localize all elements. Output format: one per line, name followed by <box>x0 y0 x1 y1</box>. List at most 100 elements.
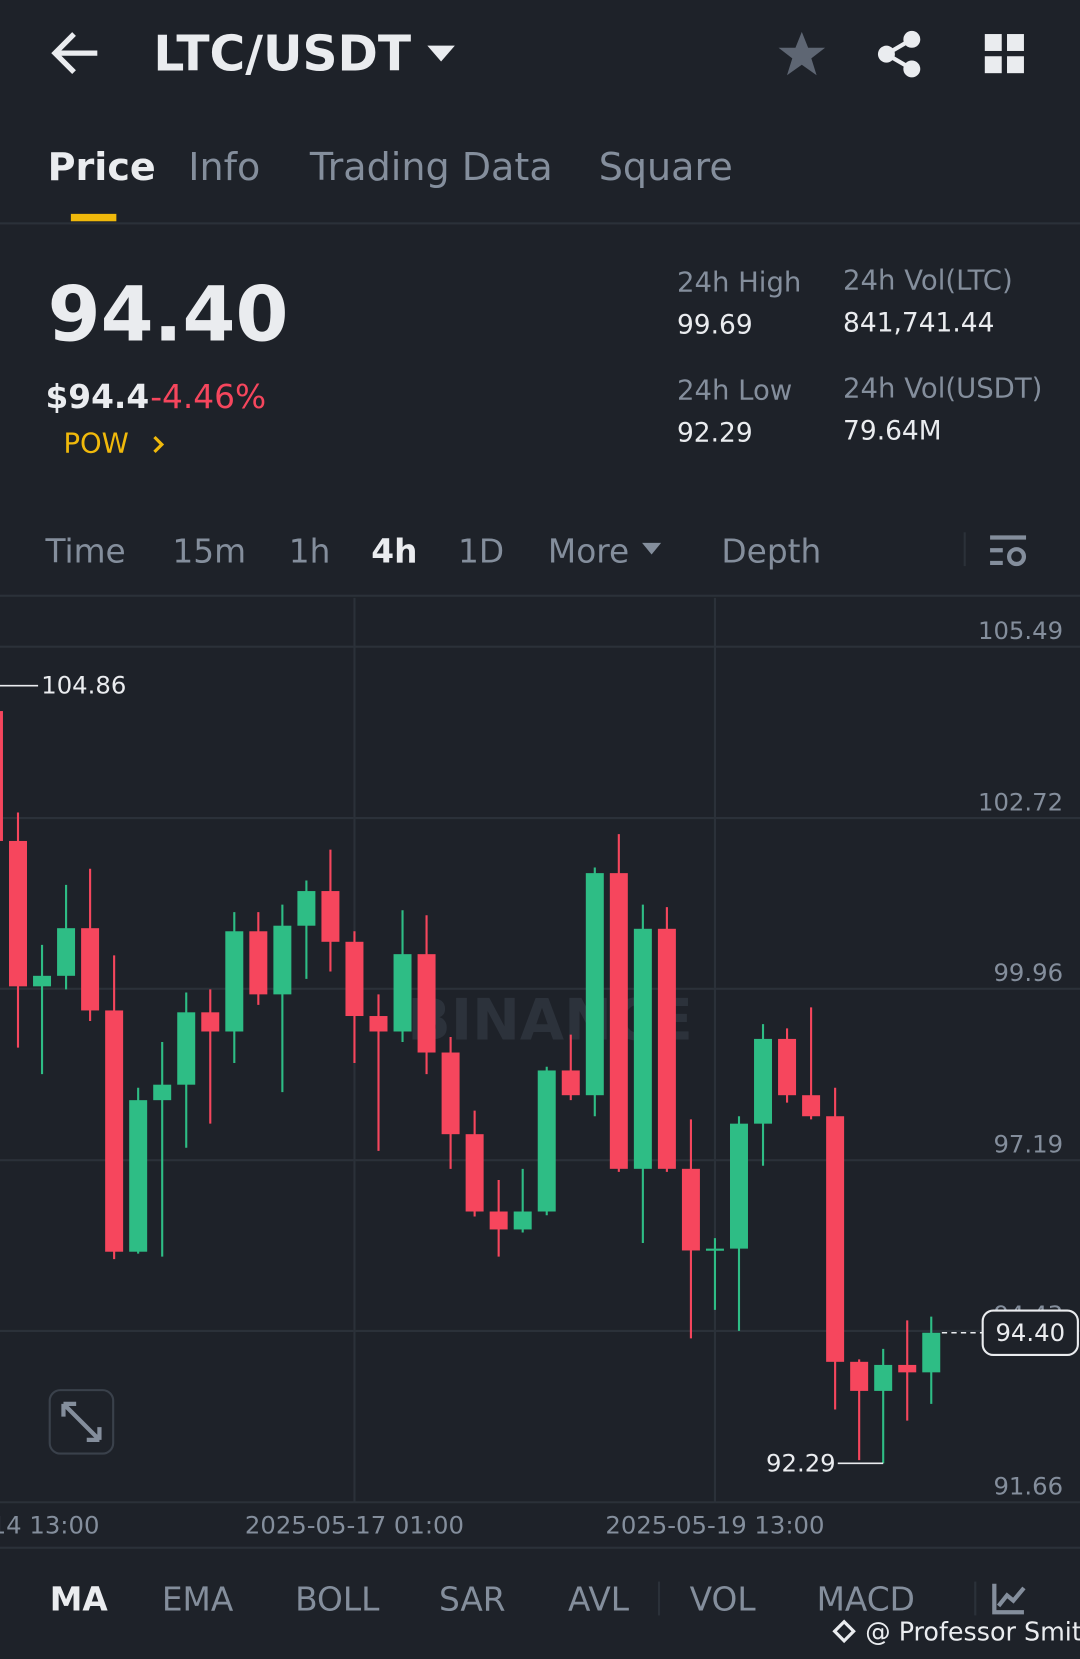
candle-body <box>585 873 604 1096</box>
divider <box>0 222 1080 225</box>
more-dropdown <box>642 542 662 555</box>
last-price: 94.40 <box>48 270 289 359</box>
divider <box>0 1546 1080 1549</box>
tab[interactable]: Price <box>48 145 156 189</box>
indicator[interactable]: EMA <box>162 1581 234 1619</box>
candle-body <box>489 1211 508 1230</box>
tag-chevron <box>153 435 165 453</box>
candle-body <box>898 1364 917 1373</box>
candle-body <box>681 1168 700 1251</box>
stat-value: 92.29 <box>677 417 753 448</box>
chart-settings-icon[interactable] <box>992 1583 1026 1615</box>
candle-body <box>321 891 340 942</box>
watermark-icon <box>832 1619 856 1644</box>
chart: BINANCE105.49102.7299.9697.1994.4391.661… <box>0 597 1080 1540</box>
last-price-label: 94.40 <box>995 1318 1065 1347</box>
interval[interactable]: 1h <box>289 532 331 570</box>
separator <box>657 1581 661 1616</box>
candle-body <box>441 1052 460 1135</box>
candle-body <box>922 1332 941 1373</box>
expand-icon <box>61 1401 102 1442</box>
y-tick-label: 99.96 <box>993 958 1063 987</box>
candle-body <box>345 941 364 1017</box>
indicator[interactable]: BOLL <box>295 1581 380 1619</box>
candle-body <box>417 954 436 1053</box>
interval[interactable]: Time <box>44 532 125 570</box>
interval[interactable]: 15m <box>172 532 246 570</box>
intervals: Time 15m 1h 4h 1D More Depth <box>44 532 1027 570</box>
menu-icon[interactable] <box>984 34 1024 74</box>
candle-body <box>297 891 316 926</box>
candle-body <box>537 1070 556 1212</box>
tag[interactable]: POW <box>63 427 128 459</box>
interval[interactable]: Depth <box>721 532 821 570</box>
indicator[interactable]: VOL <box>690 1581 757 1619</box>
candle-body <box>633 928 652 1169</box>
candle-body <box>81 928 100 1011</box>
stat-value: 99.69 <box>677 309 753 340</box>
pair-title[interactable]: LTC/USDT <box>153 26 411 82</box>
candle-body <box>561 1070 580 1096</box>
candle-body <box>729 1123 748 1249</box>
y-tick-label: 97.19 <box>993 1129 1063 1158</box>
separator <box>963 532 966 567</box>
favorite-icon[interactable] <box>778 31 826 76</box>
tab[interactable]: Info <box>188 145 260 189</box>
y-tick-label: 91.66 <box>993 1471 1063 1500</box>
tab[interactable]: Trading Data <box>309 145 553 189</box>
interval[interactable]: More <box>548 532 629 570</box>
candle-body <box>105 1010 124 1252</box>
candle-body <box>826 1116 845 1362</box>
stat-label: 24h Low <box>677 375 792 407</box>
candle-body <box>609 873 628 1169</box>
price-change: -4.46% <box>150 378 266 416</box>
candle-body <box>9 840 27 987</box>
x-tick-label: 2025-05-17 01:00 <box>245 1511 464 1540</box>
tabs: Price Info Trading Data Square <box>48 145 733 222</box>
stat-value: 79.64M <box>843 415 941 446</box>
divider <box>0 594 1080 597</box>
candle-body <box>802 1095 821 1117</box>
y-tick-label: 105.49 <box>978 616 1063 645</box>
tab[interactable]: Square <box>599 145 733 189</box>
x-tick-label: 14 13:00 <box>0 1511 99 1540</box>
stat-label: 24h High <box>677 267 801 299</box>
candle-body <box>0 711 3 841</box>
candle-body <box>129 1100 148 1252</box>
candle-body <box>57 928 76 976</box>
stat-label: 24h Vol(LTC) <box>843 265 1013 297</box>
watermark: @ Professor Smith <box>865 1616 1080 1646</box>
last-price-box <box>981 1309 1079 1357</box>
candle-body <box>177 1012 196 1085</box>
ticker: 94.40 $94.4 -4.46% POW 24h High 99.69 24… <box>45 265 1042 460</box>
indicators: MA EMA BOLL SAR AVL VOL MACD <box>50 1581 1026 1619</box>
back-button[interactable] <box>51 32 98 74</box>
y-tick-label: 102.72 <box>978 787 1063 816</box>
candle-body <box>201 1012 220 1032</box>
indicator[interactable]: SAR <box>439 1581 506 1619</box>
candle-body <box>393 954 412 1032</box>
indicator[interactable]: MACD <box>817 1581 915 1619</box>
candle-body <box>465 1134 484 1212</box>
usd-price: $94.4 <box>45 378 149 416</box>
interval[interactable]: 4h <box>371 532 417 570</box>
tab-indicator <box>70 213 117 222</box>
interval[interactable]: 1D <box>458 532 504 570</box>
candle-body <box>369 1016 388 1032</box>
candle-body <box>778 1038 797 1096</box>
settings-icon[interactable] <box>990 535 1027 567</box>
expand-button[interactable] <box>48 1389 115 1455</box>
indicator[interactable]: AVL <box>568 1581 630 1619</box>
share-icon[interactable] <box>877 30 921 78</box>
indicator[interactable]: MA <box>50 1581 109 1619</box>
candle-body <box>225 931 244 1032</box>
candle-body <box>273 925 292 995</box>
pair-dropdown[interactable] <box>427 45 455 62</box>
candle-body <box>33 975 52 987</box>
candle-body <box>657 928 676 1169</box>
max-annotation: 104.86 <box>41 671 126 700</box>
stat-value: 841,741.44 <box>843 307 994 338</box>
